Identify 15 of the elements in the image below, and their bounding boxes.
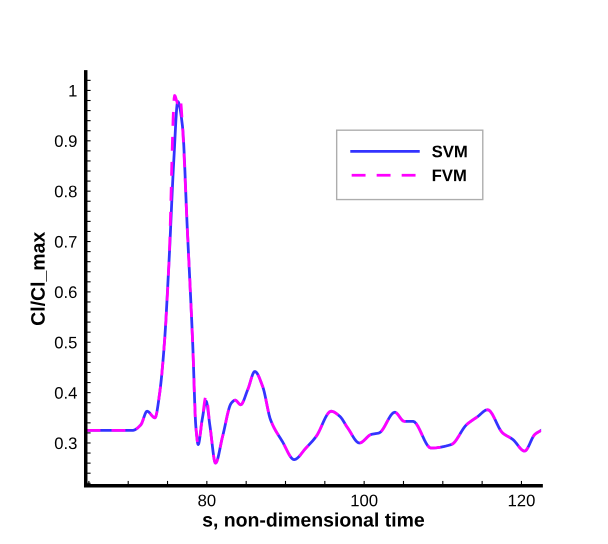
y-tick-label: 0.6 (54, 286, 77, 298)
legend-label: FVM (432, 170, 466, 182)
y-tick-label: 0.7 (54, 236, 77, 248)
y-tick-label: 0.3 (54, 437, 77, 450)
x-axis-title: s, non-dimensional time (202, 512, 424, 530)
y-tick-label: 0.8 (54, 186, 77, 198)
y-tick-label: 0.5 (54, 336, 77, 348)
y-tick-label: 1 (69, 85, 77, 96)
x-tick-label: 120 (508, 494, 535, 506)
y-tick-label: 0.9 (54, 135, 77, 148)
y-axis-title: Cl/Cl_max (30, 232, 48, 326)
legend-label: SVM (432, 146, 467, 158)
x-tick-label: 100 (352, 494, 378, 506)
x-tick-label: 80 (198, 494, 216, 506)
y-tick-label: 0.4 (54, 387, 77, 399)
